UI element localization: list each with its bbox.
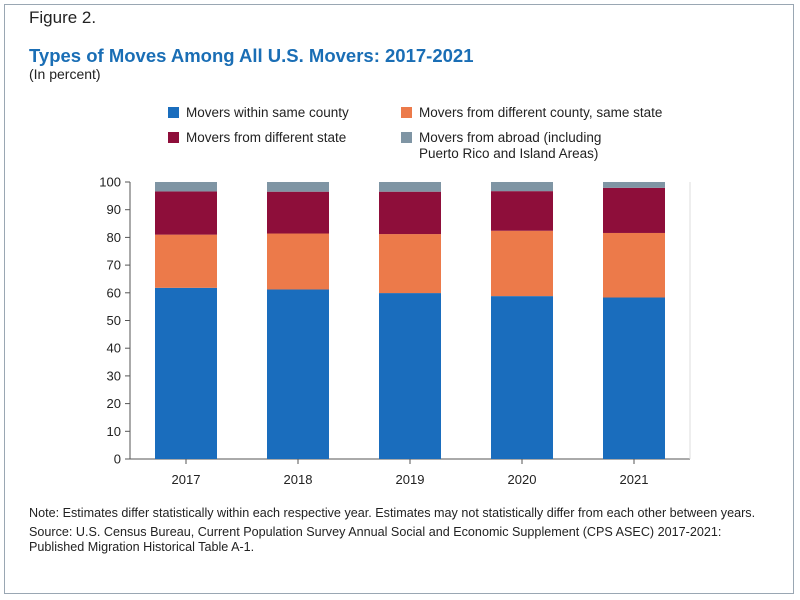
legend-label: Movers from abroad (including Puerto Ric… [419, 130, 601, 162]
bar-segment [379, 182, 441, 192]
y-tick-label: 50 [107, 313, 121, 328]
chart-title: Types of Moves Among All U.S. Movers: 20… [29, 45, 474, 66]
bar-segment [155, 191, 217, 235]
x-tick-label: 2017 [172, 472, 201, 487]
legend-label: Movers within same county [186, 105, 349, 120]
figure-frame [4, 4, 794, 594]
stacked-bar-chart: 0 10 20 30 40 50 60 70 80 90 100 2017 2018 2019 2020 20… [99, 175, 691, 487]
bar-segment [491, 182, 553, 192]
bar-segment [379, 234, 441, 294]
y-tick-label: 30 [107, 368, 121, 383]
bar-segment [379, 191, 441, 235]
bar-segment [155, 287, 217, 459]
chart-notes: Note: Estimates differ statistically wit… [29, 506, 779, 559]
bar-segment [267, 182, 329, 192]
bar-segment [603, 187, 665, 233]
y-tick-label: 60 [107, 285, 121, 300]
y-tick-label: 90 [107, 202, 121, 217]
bar-segment [267, 191, 329, 234]
note-text: Note: Estimates differ statistically wit… [29, 506, 756, 520]
chart-subtitle: (In percent) [29, 66, 101, 82]
legend-swatch [401, 107, 412, 118]
bar-segment [267, 289, 329, 459]
legend-label-line2: Puerto Rico and Island Areas) [419, 146, 599, 161]
x-tick-label: 2019 [396, 472, 425, 487]
bar-segment [603, 232, 665, 298]
bar-segment [491, 296, 553, 459]
legend-label: Movers from different county, same state [419, 105, 663, 120]
x-tick-label: 2018 [284, 472, 313, 487]
bar-segment [603, 182, 665, 188]
source-text: Source: U.S. Census Bureau, Current Popu… [29, 525, 722, 554]
y-tick-label: 80 [107, 230, 121, 245]
legend-label-line1: Movers from abroad (including [419, 130, 602, 145]
figure-label: Figure 2. [29, 8, 97, 27]
y-tick-label: 10 [107, 424, 121, 439]
bar-segment [491, 191, 553, 231]
bar-segment [491, 230, 553, 297]
x-tick-label: 2021 [620, 472, 649, 487]
y-tick-label: 0 [114, 452, 121, 467]
legend-swatch [168, 132, 179, 143]
legend-label: Movers from different state [186, 130, 347, 145]
bar-segment [155, 234, 217, 288]
y-tick-label: 40 [107, 341, 121, 356]
y-tick-label: 20 [107, 396, 121, 411]
bar-segment [155, 182, 217, 192]
legend-swatch [401, 132, 412, 143]
bar-segment [603, 297, 665, 459]
y-tick-label: 70 [107, 258, 121, 273]
bar-segment [379, 293, 441, 459]
bar-segment [267, 233, 329, 290]
legend-swatch [168, 107, 179, 118]
x-tick-label: 2020 [508, 472, 537, 487]
y-tick-label: 100 [99, 175, 121, 190]
